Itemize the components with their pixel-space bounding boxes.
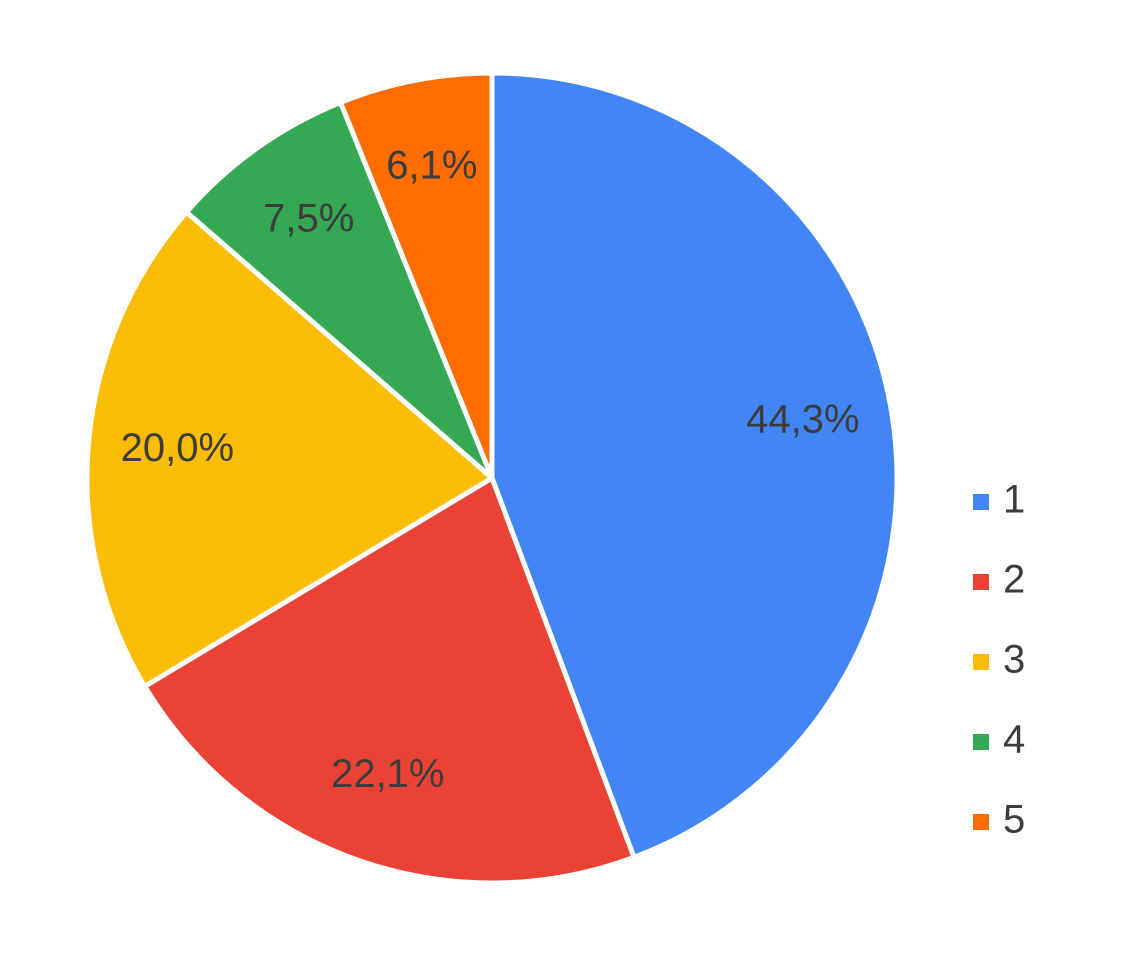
pie-slice xyxy=(489,70,900,860)
slice-label: 44,3% xyxy=(746,397,859,441)
legend-label: 1 xyxy=(1003,478,1025,522)
legend-label: 3 xyxy=(1003,638,1025,682)
legend-label: 2 xyxy=(1003,558,1025,602)
pie-slice xyxy=(184,99,495,481)
legend-swatch xyxy=(973,494,989,510)
pie-slice xyxy=(338,70,495,481)
legend-label: 4 xyxy=(1003,718,1025,762)
pie-slice xyxy=(142,475,637,886)
legend-swatch xyxy=(973,574,989,590)
slice-label: 22,1% xyxy=(331,752,444,796)
legend-swatch xyxy=(973,734,989,750)
legend-swatch xyxy=(973,814,989,830)
legend-label: 5 xyxy=(1003,798,1025,842)
slice-label: 20,0% xyxy=(121,426,234,470)
pie-slice xyxy=(84,209,495,689)
slice-label: 7,5% xyxy=(263,196,354,240)
legend-swatch xyxy=(973,654,989,670)
slice-label: 6,1% xyxy=(386,143,477,187)
